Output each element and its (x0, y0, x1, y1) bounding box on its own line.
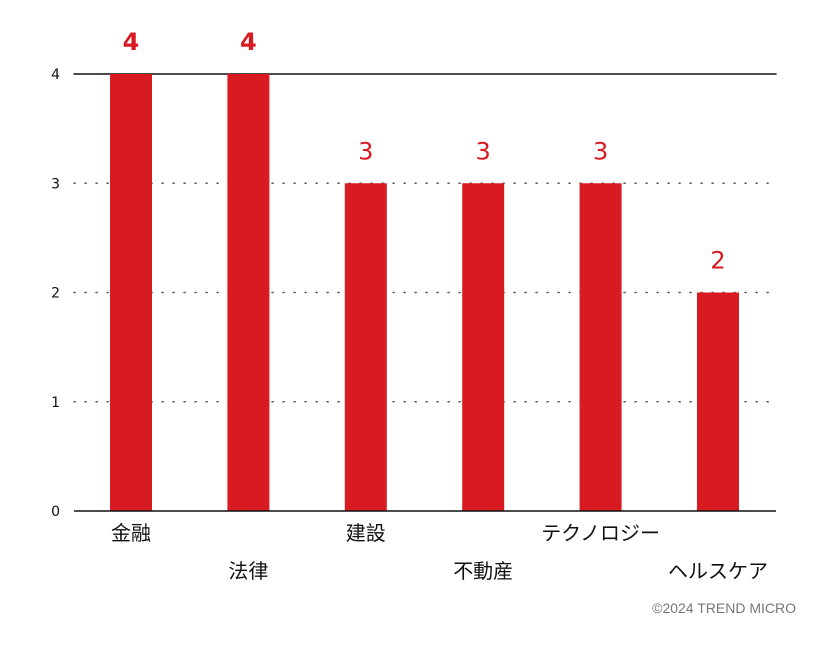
y-axis-ticks: 0 1 2 3 4 (51, 67, 60, 520)
data-label: 2 (710, 247, 725, 275)
data-label: 3 (593, 137, 608, 165)
bar (110, 74, 152, 511)
copyright-credit: ©2024 TREND MICRO (652, 600, 796, 616)
gridlines (73, 73, 777, 403)
y-tick-label: 2 (51, 286, 60, 302)
y-tick-label: 0 (51, 504, 60, 520)
category-label: ヘルスケア (668, 559, 768, 583)
data-label: 4 (123, 28, 140, 56)
bar (344, 183, 387, 511)
data-label: 4 (240, 28, 257, 56)
bar (579, 183, 622, 511)
category-label: 建設 (346, 521, 386, 545)
category-label: 金融 (111, 521, 151, 545)
data-label: 3 (476, 137, 491, 165)
y-tick-label: 3 (51, 176, 60, 192)
category-label: 不動産 (453, 559, 513, 583)
y-tick-label: 1 (51, 395, 60, 411)
data-label: 3 (358, 137, 373, 165)
category-label: テクノロジー (541, 521, 660, 545)
bar (697, 292, 739, 511)
bar (462, 183, 505, 511)
bars (110, 74, 739, 511)
value-labels: 4 4 3 3 3 2 (123, 28, 726, 275)
y-tick-label: 4 (51, 67, 60, 83)
bar (227, 74, 270, 511)
category-label: 法律 (228, 559, 268, 583)
